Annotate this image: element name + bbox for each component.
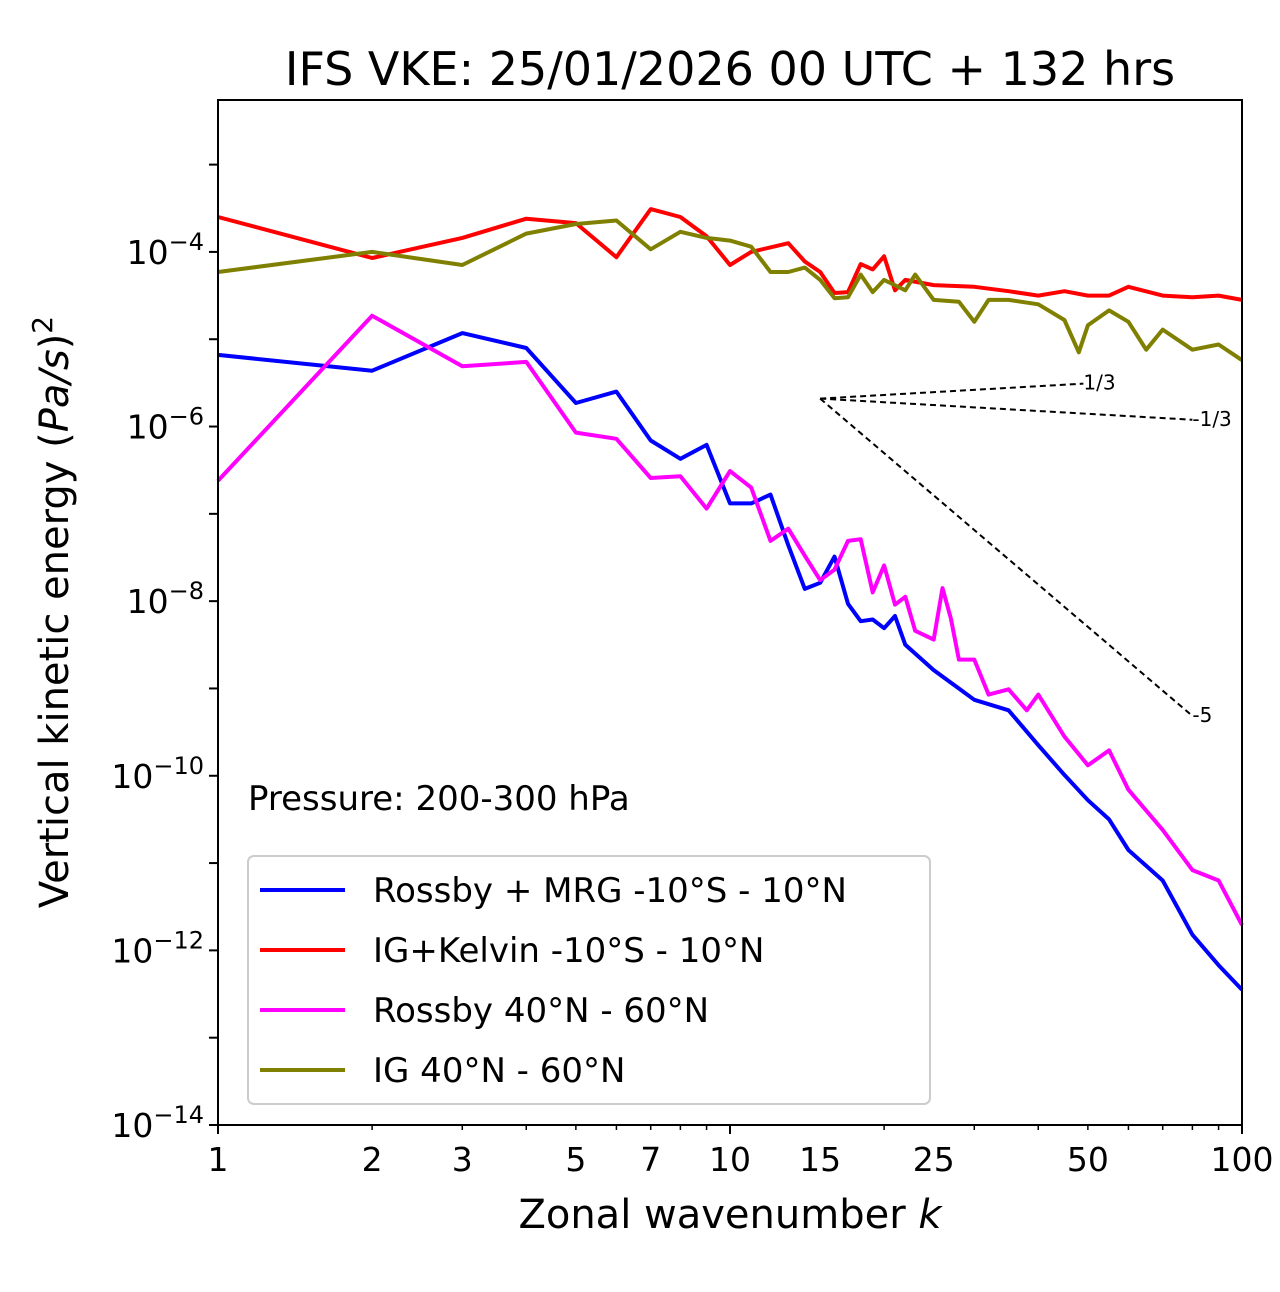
y-tick-label: 10−14	[111, 1101, 204, 1145]
x-tick-label: 15	[799, 1140, 841, 1179]
y-axis-ticks: 10−14 10−12 10−10 10−8 10−6 10−4	[111, 163, 218, 1145]
series-lines	[216, 207, 1244, 992]
x-tick-label: 10	[709, 1140, 751, 1179]
x-tick-label: 5	[565, 1140, 586, 1179]
reference-slope-label: -1/3	[1192, 407, 1231, 431]
reference-slope-line	[819, 397, 1194, 717]
y-tick-label: 10−12	[111, 926, 204, 970]
reference-slope-label: -5	[1192, 703, 1212, 727]
x-tick-label: 50	[1067, 1140, 1109, 1179]
legend-label: Rossby + MRG -10°S - 10°N	[373, 871, 847, 911]
x-tick-label: 2	[362, 1140, 383, 1179]
legend-label: IG 40°N - 60°N	[373, 1051, 625, 1091]
reference-slope-label: 1/3	[1083, 371, 1115, 395]
legend: Rossby + MRG -10°S - 10°N IG+Kelvin -10°S…	[247, 855, 931, 1105]
y-tick-label: 10−10	[111, 752, 204, 796]
y-tick-label: 10−6	[127, 403, 204, 447]
pressure-annotation: Pressure: 200-300 hPa	[248, 779, 630, 819]
x-axis-ticks: 1 2 3 5 7 10 15 25 50 100	[208, 1125, 1274, 1179]
x-axis-label: Zonal wavenumber k	[518, 1192, 943, 1238]
y-tick-label: 10−4	[127, 228, 204, 272]
x-tick-label: 3	[452, 1140, 473, 1179]
series-line-1	[217, 207, 1243, 302]
legend-box	[247, 855, 931, 1105]
x-tick-label: 7	[640, 1140, 661, 1179]
plot-frame	[217, 99, 1243, 1126]
x-tick-label: 25	[913, 1140, 955, 1179]
series-line-3	[217, 218, 1244, 362]
reference-slope-line	[820, 397, 1193, 421]
legend-label: IG+Kelvin -10°S - 10°N	[373, 931, 764, 971]
x-tick-label: 1	[208, 1140, 229, 1179]
series-line-0	[217, 331, 1244, 992]
reference-slopes: 1/3 -1/3 -5	[819, 371, 1232, 727]
reference-slope-line	[820, 382, 1084, 400]
legend-label: Rossby 40°N - 60°N	[373, 991, 709, 1031]
y-axis-label: Vertical kinetic energy (Pa/s)2	[26, 316, 78, 908]
series-line-2	[216, 313, 1244, 927]
y-tick-label: 10−8	[127, 577, 204, 621]
chart-title: IFS VKE: 25/01/2026 00 UTC + 132 hrs	[285, 42, 1175, 96]
x-tick-label: 100	[1211, 1140, 1274, 1179]
